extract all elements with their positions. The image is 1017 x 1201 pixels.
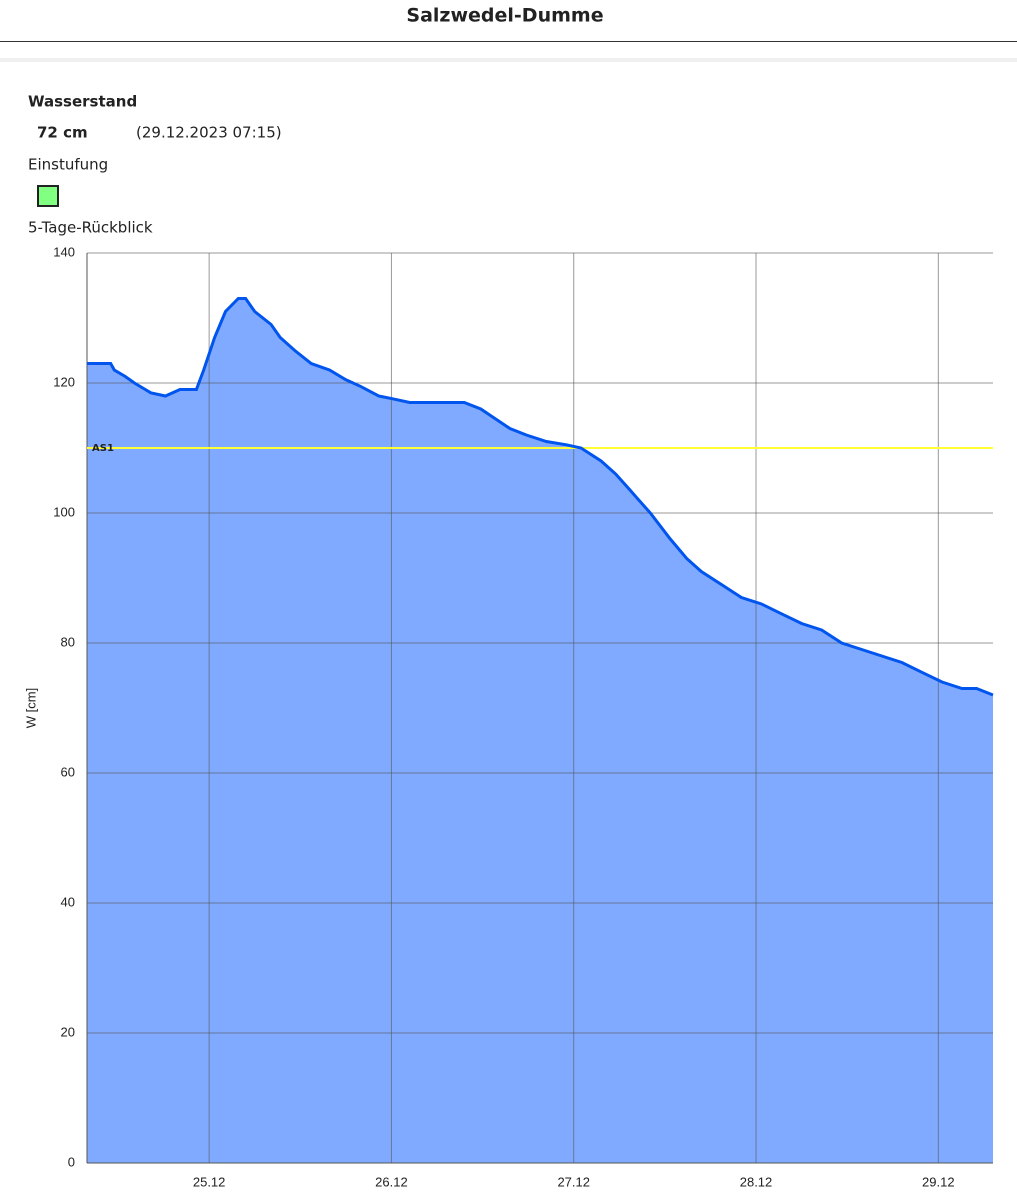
review-label: 5-Tage-Rückblick <box>28 219 153 237</box>
y-axis-label: W [cm] <box>23 688 38 728</box>
classification-label: Einstufung <box>28 156 108 174</box>
y-tick-label: 120 <box>53 374 75 389</box>
y-tick-label: 20 <box>61 1024 75 1039</box>
x-tick-label: 29.12 <box>922 1174 955 1189</box>
x-tick-label: 27.12 <box>557 1174 590 1189</box>
area-fill <box>87 298 993 1163</box>
y-tick-label: 60 <box>61 764 75 779</box>
water-level-line <box>87 297 994 697</box>
separator <box>0 58 1017 62</box>
level-value: 72 cm <box>37 124 88 142</box>
page-title: Salzwedel-Dumme <box>406 5 603 27</box>
y-tick-label: 80 <box>61 634 75 649</box>
y-tick-label: 100 <box>53 504 75 519</box>
x-tick-label: 26.12 <box>375 1174 408 1189</box>
x-tick-label: 25.12 <box>193 1174 226 1189</box>
timestamp: (29.12.2023 07:15) <box>136 124 282 142</box>
y-tick-label: 140 <box>53 244 75 259</box>
y-tick-label: 40 <box>61 894 75 909</box>
level-label: Wasserstand <box>28 93 137 111</box>
y-tick-label: 0 <box>68 1154 75 1169</box>
threshold-label: AS1 <box>92 443 114 454</box>
classification-swatch <box>37 185 59 207</box>
x-tick-label: 28.12 <box>740 1174 773 1189</box>
